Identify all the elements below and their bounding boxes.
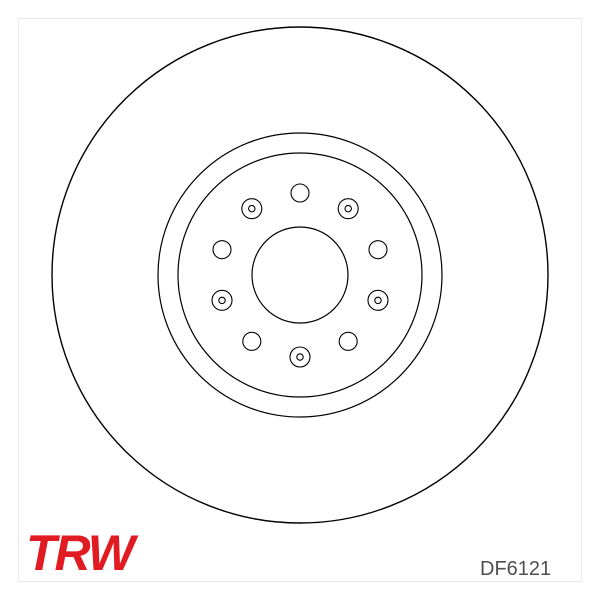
- part-number-label: DF6121: [480, 558, 551, 581]
- brand-logo: TRW: [26, 528, 133, 578]
- brand-logo-text: TRW: [26, 525, 133, 581]
- brake-disc-drawing: [0, 0, 600, 600]
